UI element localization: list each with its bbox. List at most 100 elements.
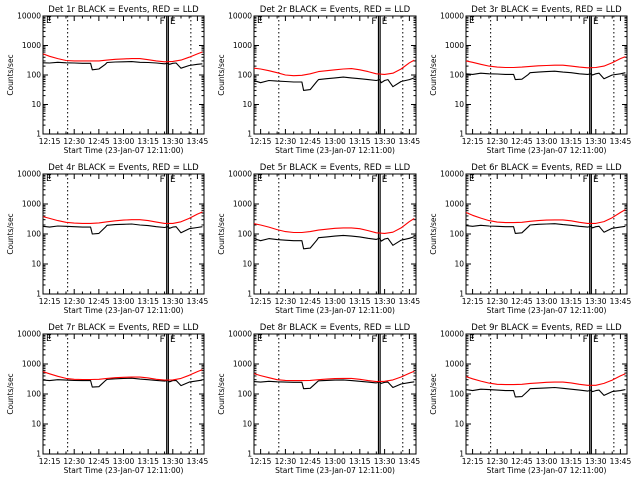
y-axis-label: Counts/sec: [217, 54, 226, 95]
x-tick-label: 12:30: [275, 297, 297, 306]
x-tick-label: 12:30: [63, 297, 85, 306]
marker-letter-E: E: [382, 175, 388, 185]
x-tick-label: 12:30: [275, 457, 297, 466]
y-tick-label: 100: [450, 390, 465, 399]
x-tick-label: 12:15: [39, 297, 61, 306]
marker-letter-E: E: [170, 335, 176, 345]
x-tick-label: 13:15: [349, 297, 371, 306]
x-tick-label: 12:30: [486, 297, 508, 306]
events-series-line: [253, 234, 415, 250]
y-axis-label: Counts/sec: [6, 54, 15, 95]
events-series-line: [42, 377, 203, 388]
y-tick-label: 10: [454, 420, 464, 429]
x-tick-label: 13:15: [137, 297, 159, 306]
x-axis-label: Start Time (23-Jan-07 12:11:00): [275, 306, 395, 315]
marker-letter-E-start: E: [469, 16, 475, 26]
panel-det-5: 1 10 100 1000 10000 12:15 12:30 12:45 13:00 13:15…: [217, 163, 420, 315]
marker-letter-E-start: E: [46, 16, 52, 26]
y-tick-label: 100: [27, 71, 42, 80]
panel-det-3: 1 10 100 1000 10000 12:15 12:30 12:45 13:00 13:15…: [429, 5, 631, 155]
x-tick-label: 12:30: [63, 457, 85, 466]
x-tick-label: 13:15: [137, 137, 159, 146]
x-tick-label: 13:15: [137, 457, 159, 466]
y-tick-label: 10: [31, 420, 41, 429]
y-tick-label: 10: [31, 260, 41, 269]
marker-letter-F: F: [160, 17, 165, 27]
x-tick-label: 12:45: [299, 457, 321, 466]
y-axis-label: Counts/sec: [217, 213, 226, 254]
y-tick-label: 10000: [228, 12, 252, 21]
marker-letter-E-start: E: [46, 174, 52, 184]
y-tick-label: 1000: [233, 360, 252, 369]
events-series-line: [42, 223, 203, 235]
y-tick-label: 1: [36, 130, 41, 139]
marker-letter-F: F: [583, 175, 588, 185]
y-tick-label: 10000: [228, 170, 252, 179]
y-tick-label: 1000: [233, 200, 252, 209]
y-tick-label: 10000: [17, 12, 41, 21]
x-tick-label: 13:45: [610, 297, 632, 306]
x-tick-label: 12:45: [511, 297, 533, 306]
lld-series-line: [42, 51, 203, 63]
y-tick-label: 100: [27, 230, 42, 239]
x-tick-label: 13:00: [113, 137, 135, 146]
x-axis-label: Start Time (23-Jan-07 12:11:00): [64, 306, 184, 315]
y-tick-label: 100: [238, 71, 253, 80]
x-tick-label: 13:30: [585, 137, 607, 146]
x-tick-label: 12:15: [462, 457, 484, 466]
x-tick-label: 12:45: [88, 457, 110, 466]
events-series-line: [465, 386, 626, 398]
x-tick-label: 13:45: [399, 137, 421, 146]
y-tick-label: 1000: [445, 360, 464, 369]
y-tick-label: 100: [27, 390, 42, 399]
marker-letter-E-start: E: [46, 334, 52, 344]
x-tick-label: 12:30: [486, 137, 508, 146]
events-series-line: [42, 61, 203, 71]
y-tick-label: 10000: [440, 330, 464, 339]
y-tick-label: 1000: [22, 41, 41, 50]
lld-series-line: [465, 56, 626, 69]
marker-letter-E: E: [593, 335, 599, 345]
x-tick-label: 13:30: [162, 297, 184, 306]
x-tick-label: 12:15: [250, 297, 272, 306]
x-tick-label: 13:45: [610, 137, 632, 146]
events-series-line: [465, 70, 626, 81]
y-tick-label: 1: [459, 130, 464, 139]
marker-letter-F: F: [160, 335, 165, 345]
x-tick-label: 13:00: [324, 137, 346, 146]
x-tick-label: 12:45: [88, 137, 110, 146]
x-tick-label: 12:45: [511, 457, 533, 466]
y-tick-label: 10000: [17, 330, 41, 339]
x-tick-label: 13:30: [374, 457, 396, 466]
marker-letter-F: F: [583, 17, 588, 27]
x-axis-label: Start Time (23-Jan-07 12:11:00): [487, 466, 607, 475]
x-tick-label: 13:00: [536, 297, 558, 306]
x-tick-label: 13:45: [399, 457, 421, 466]
y-tick-label: 1: [459, 290, 464, 299]
marker-letter-E: E: [593, 17, 599, 27]
x-tick-label: 13:15: [349, 457, 371, 466]
x-tick-label: 13:00: [536, 137, 558, 146]
x-tick-label: 12:45: [299, 297, 321, 306]
x-axis-label: Start Time (23-Jan-07 12:11:00): [275, 146, 395, 155]
y-tick-label: 10000: [17, 170, 41, 179]
x-tick-label: 12:15: [250, 457, 272, 466]
x-tick-label: 13:00: [324, 457, 346, 466]
panel-title: Det 6r BLACK = Events, RED = LLD: [471, 163, 622, 173]
y-tick-label: 100: [450, 71, 465, 80]
panel-title: Det 8r BLACK = Events, RED = LLD: [260, 323, 411, 333]
lld-series-line: [253, 217, 415, 234]
x-tick-label: 13:15: [560, 297, 582, 306]
x-axis-label: Start Time (23-Jan-07 12:11:00): [487, 146, 607, 155]
x-tick-label: 12:15: [462, 297, 484, 306]
marker-letter-F: F: [583, 335, 588, 345]
events-series-line: [253, 379, 415, 390]
y-tick-label: 1000: [445, 200, 464, 209]
events-series-line: [465, 223, 626, 234]
panel-det-6: 1 10 100 1000 10000 12:15 12:30 12:45 13:00 13:15…: [429, 163, 631, 315]
y-tick-label: 1000: [233, 41, 252, 50]
y-tick-label: 1000: [22, 360, 41, 369]
marker-letter-E: E: [170, 17, 176, 27]
y-tick-label: 10000: [440, 170, 464, 179]
x-axis-label: Start Time (23-Jan-07 12:11:00): [64, 466, 184, 475]
